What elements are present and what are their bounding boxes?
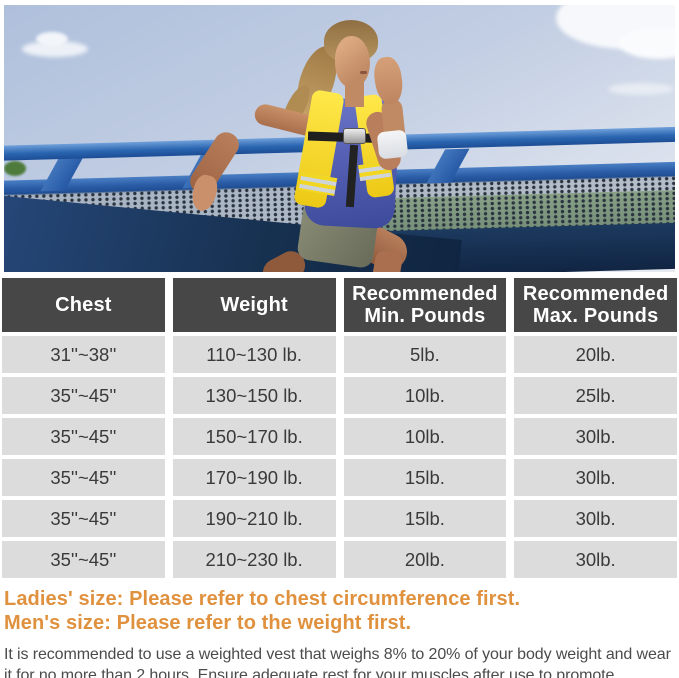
table-cell: 15lb. — [343, 500, 507, 537]
table-cell: 35''~45'' — [2, 418, 165, 455]
tree — [4, 161, 26, 176]
table-cell: 15lb. — [343, 459, 507, 496]
cloud-left-puff — [36, 32, 68, 46]
table-cell: 170~190 lb. — [172, 459, 336, 496]
sizing-notes: Ladies' size: Please refer to chest circ… — [4, 588, 676, 678]
table-cell: 30lb. — [514, 418, 677, 455]
table-cell: 150~170 lb. — [172, 418, 336, 455]
column-header-weight: Weight — [172, 278, 336, 332]
table-cell: 10lb. — [343, 377, 507, 414]
table-cell: 20lb. — [514, 336, 677, 373]
note-mens-size: Men's size: Please refer to the weight f… — [4, 611, 412, 634]
table-cell: 130~150 lb. — [172, 377, 336, 414]
column-header-max-pounds: Recommended Max. Pounds — [514, 278, 677, 332]
hero-photo — [4, 5, 675, 272]
table-cell: 110~130 lb. — [172, 336, 336, 373]
table-cell: 35''~45'' — [2, 500, 165, 537]
cloud-top-right-puff — [619, 27, 675, 59]
table-cell: 20lb. — [343, 541, 507, 578]
note-ladies-size: Ladies' size: Please refer to chest circ… — [4, 588, 521, 610]
cloud-left — [22, 41, 88, 57]
note-recommendation: It is recommended to use a weighted vest… — [4, 646, 671, 678]
cloud-right — [608, 83, 674, 95]
table-cell: 35''~45'' — [2, 541, 165, 578]
table-cell: 30lb. — [514, 541, 677, 578]
table-cell: 190~210 lb. — [172, 500, 336, 537]
column-header-min-pounds: Recommended Min. Pounds — [343, 278, 507, 332]
column-header-chest: Chest — [2, 278, 165, 332]
table-cell: 210~230 lb. — [172, 541, 336, 578]
size-chart-table: Chest Weight Recommended Min. Pounds Rec… — [2, 278, 677, 578]
table-cell: 30lb. — [514, 459, 677, 496]
runner-face — [335, 36, 370, 88]
runner-wristband — [376, 129, 409, 160]
table-cell: 10lb. — [343, 418, 507, 455]
table-cell: 31''~38'' — [2, 336, 165, 373]
vest-buckle — [343, 128, 366, 144]
table-cell: 35''~45'' — [2, 377, 165, 414]
table-cell: 30lb. — [514, 500, 677, 537]
table-cell: 25lb. — [514, 377, 677, 414]
table-cell: 35''~45'' — [2, 459, 165, 496]
table-cell: 5lb. — [343, 336, 507, 373]
runner-mouth — [360, 71, 367, 74]
